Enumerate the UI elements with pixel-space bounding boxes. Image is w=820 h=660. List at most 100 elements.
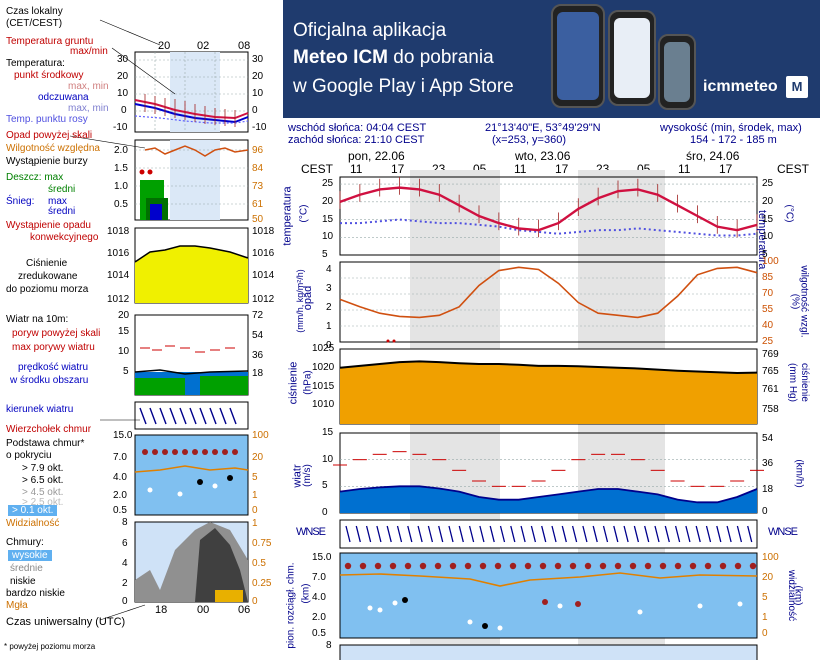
wind-arrow bbox=[592, 525, 598, 543]
temp-tick-r-m10: -10 bbox=[252, 122, 267, 133]
cloud-top-dot bbox=[509, 562, 517, 570]
precip-axis-unit: (mm/h, kg/m²/h) bbox=[294, 269, 305, 333]
wind-arrow bbox=[654, 525, 660, 543]
legend-wind-direction-panel bbox=[134, 401, 249, 430]
precip-tick-20: 2.0 bbox=[114, 145, 128, 156]
temp-axis-unit-r: (°C) bbox=[783, 204, 795, 223]
wind-arrow bbox=[448, 525, 454, 543]
cloud-tick-r-0: 0 bbox=[252, 596, 258, 607]
base-axis-unit: (km) bbox=[300, 583, 312, 604]
sunrise-text: wschód słońca: 04:04 CEST bbox=[288, 122, 427, 134]
pressure-area bbox=[340, 361, 757, 424]
pres-tick-r-1016: 1016 bbox=[252, 248, 275, 259]
precip-tick: 2 bbox=[326, 302, 332, 313]
wind-arrow bbox=[407, 525, 413, 543]
phone-image-1 bbox=[551, 4, 605, 108]
vis-tick-8: 8 bbox=[122, 517, 128, 528]
pres-tick: 1020 bbox=[312, 361, 335, 373]
base-tick: 15.0 bbox=[312, 552, 332, 563]
base-tick-r-100: 100 bbox=[252, 430, 269, 441]
temp-tick-r-20: 20 bbox=[252, 71, 264, 82]
wind-arrow bbox=[716, 525, 722, 543]
vis-tick: 20 bbox=[762, 572, 774, 583]
cloud-top-dot bbox=[614, 562, 622, 570]
vis-axis-label: widzialność bbox=[786, 569, 798, 622]
high-clouds-label: wysokie bbox=[8, 550, 52, 561]
wind-arrow bbox=[489, 525, 495, 543]
cloud-top-dot bbox=[584, 562, 592, 570]
base-tick-2: 2.0 bbox=[113, 490, 127, 501]
cloud-top-dot bbox=[449, 562, 457, 570]
rain-mean-label: średni bbox=[48, 184, 76, 195]
pres-tick-1012: 1012 bbox=[107, 294, 130, 305]
cloud-top-dot bbox=[629, 562, 637, 570]
mid-clouds-label: średnie bbox=[10, 563, 43, 574]
wind-tick-5: 5 bbox=[123, 366, 129, 377]
base-axis-label: pion. rozciągł. chm. bbox=[285, 562, 297, 649]
cloud-top-dot bbox=[404, 562, 412, 570]
vis-tick: 0 bbox=[762, 628, 768, 639]
cloud-tick-r-025: 0.25 bbox=[252, 578, 272, 589]
altitude-values: 154 - 172 - 185 m bbox=[690, 134, 777, 146]
storm-label: Wystąpienie burzy bbox=[6, 156, 88, 167]
temperature-series bbox=[339, 186, 758, 232]
okt-65: > 6.5 okt. bbox=[22, 475, 64, 486]
wind-arrow bbox=[633, 525, 640, 543]
pressure-label-2: zredukowane bbox=[18, 271, 78, 282]
hum-axis-label: wilgotność wzgl. bbox=[798, 265, 810, 338]
hum-tick: 100 bbox=[762, 256, 779, 267]
vis-tick: 5 bbox=[762, 592, 768, 603]
meteo-badge: M bbox=[786, 76, 808, 98]
hum-tick-84: 84 bbox=[252, 163, 264, 174]
wind-arrow bbox=[468, 525, 475, 543]
altitude-label: wysokość (min, środek, max) bbox=[660, 122, 802, 134]
hum-tick: 25 bbox=[762, 336, 774, 347]
temp-tick: 15 bbox=[322, 213, 334, 225]
pres-tick: 1010 bbox=[312, 399, 335, 411]
pres-tick: 1025 bbox=[312, 343, 335, 354]
wind-arrow bbox=[458, 525, 464, 543]
wind-tick-right: 36 bbox=[762, 458, 774, 469]
fog-label: Mgła bbox=[6, 600, 28, 611]
wind-tick-r-18: 18 bbox=[252, 368, 264, 379]
pres-tick-1016: 1016 bbox=[107, 248, 130, 259]
tz-right: CEST bbox=[777, 162, 810, 176]
base-tick-r-1: 1 bbox=[252, 490, 258, 501]
cloud-top-dot bbox=[539, 562, 547, 570]
pres-tick-right: 765 bbox=[762, 366, 779, 377]
hum-tick-96: 96 bbox=[252, 145, 264, 156]
wind-arrow bbox=[417, 525, 423, 543]
temp-tick-r-10: 10 bbox=[252, 88, 264, 99]
base-tick: 4.0 bbox=[312, 592, 326, 603]
pressure-series bbox=[339, 360, 758, 375]
base-tick: 2.0 bbox=[312, 612, 326, 623]
base-tick-r-20: 20 bbox=[252, 452, 264, 463]
cloud-tick-6: 6 bbox=[122, 538, 128, 549]
temperature-label: Temperatura: bbox=[6, 58, 65, 69]
cloud-tick-r-075: 0.75 bbox=[252, 538, 272, 549]
ground-temp-label: Temperatura gruntu bbox=[6, 36, 94, 47]
phone-image-3 bbox=[658, 34, 696, 110]
hum-tick-61: 61 bbox=[252, 199, 264, 210]
temp-tick: 25 bbox=[322, 178, 334, 190]
mid-point-label: punkt środkowy bbox=[14, 70, 84, 81]
pres-axis-unit-r: (mm Hg) bbox=[786, 363, 798, 402]
wind-arrow bbox=[561, 525, 567, 543]
app-promo-banner[interactable]: Oficjalna aplikacja Meteo ICM do pobrani… bbox=[283, 0, 820, 118]
precip-tick: 3 bbox=[326, 283, 332, 294]
wind-arrow bbox=[613, 525, 619, 543]
wind-tick: 5 bbox=[322, 480, 328, 492]
temp-tick-30: 30 bbox=[117, 54, 129, 65]
cloud-top-label: Wierzchołek chmur bbox=[6, 424, 92, 435]
utc-hour-06: 06 bbox=[238, 604, 251, 616]
wind-arrow bbox=[582, 525, 588, 543]
tz-left: CEST bbox=[301, 162, 334, 176]
temperature-panel bbox=[339, 176, 758, 256]
precip-tick: 1 bbox=[326, 321, 332, 332]
cloud-top-dot bbox=[734, 562, 742, 570]
hum-tick: 40 bbox=[762, 320, 774, 331]
top-hour-08: 08 bbox=[238, 40, 251, 52]
base-tick: 7.0 bbox=[312, 572, 326, 583]
pres-tick-r-1014: 1014 bbox=[252, 270, 275, 281]
day-label-3: śro, 24.06 bbox=[686, 149, 740, 163]
